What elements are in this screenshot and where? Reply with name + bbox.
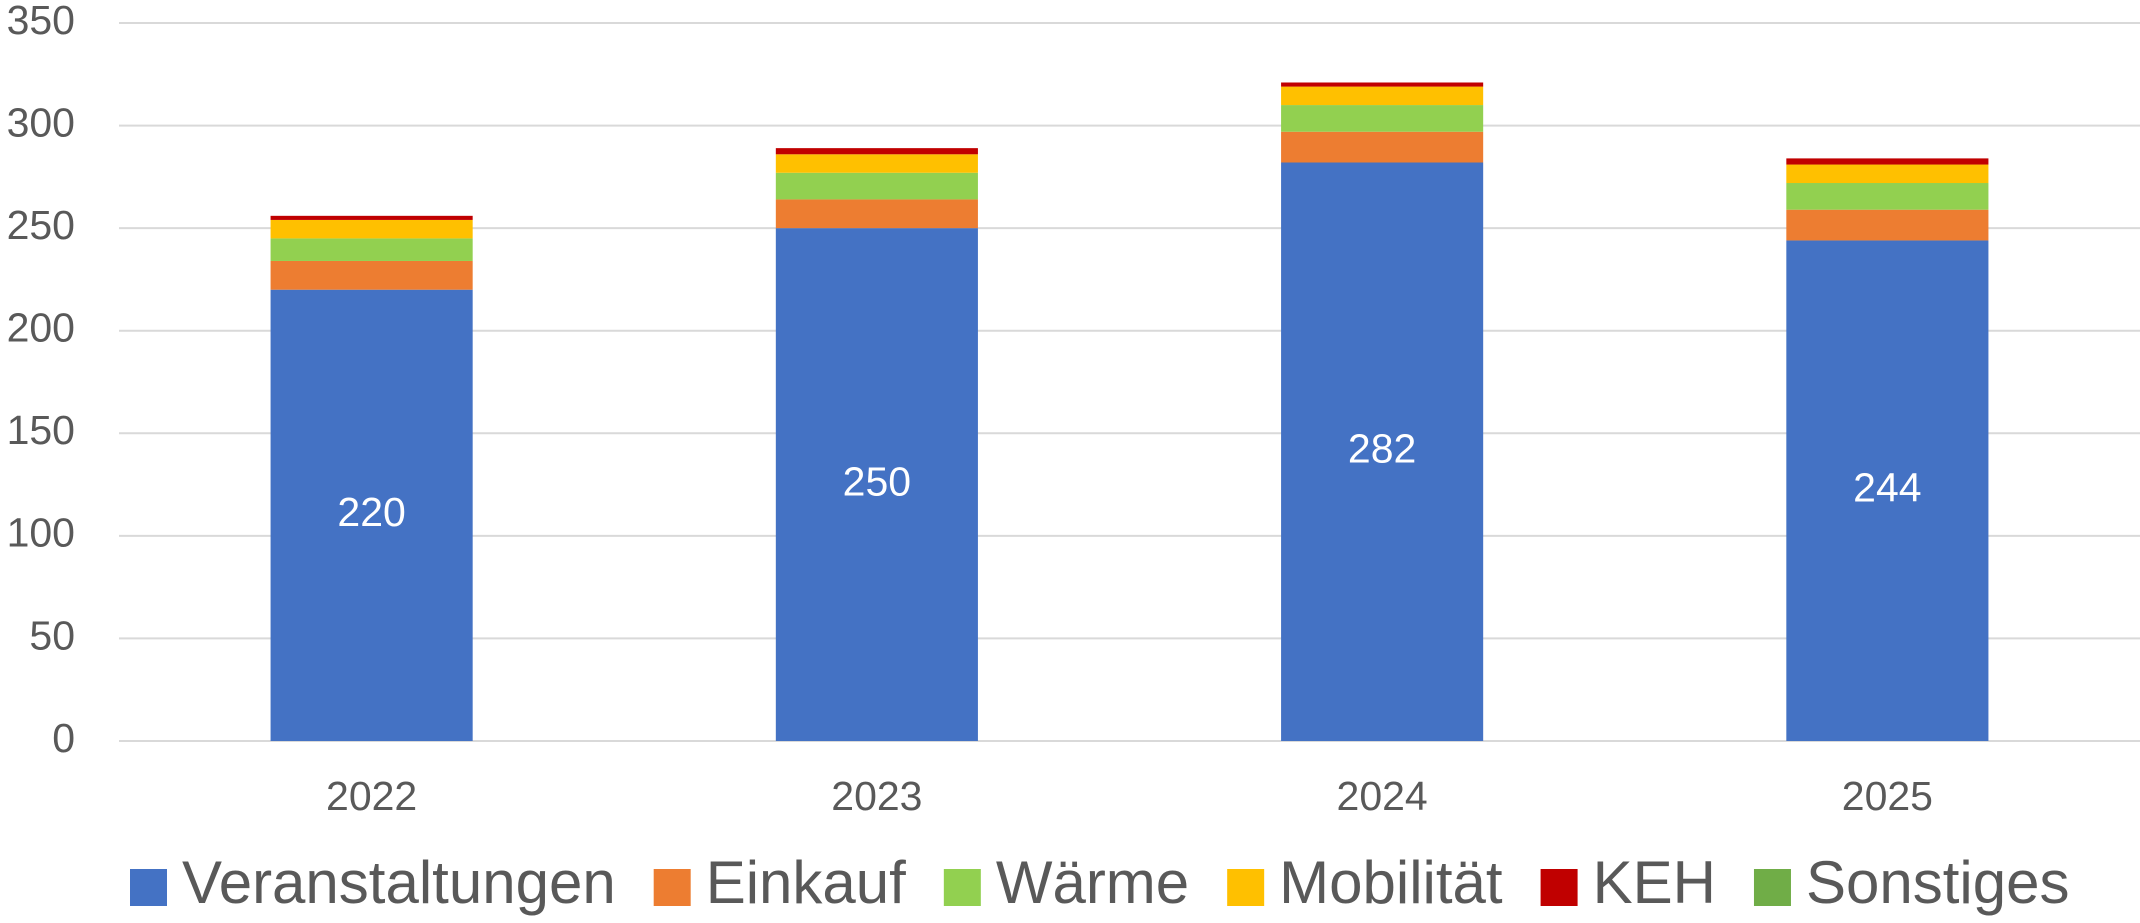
data-label: 220 (337, 489, 405, 535)
legend-swatch (653, 869, 691, 906)
bar-segment (1786, 164, 1989, 184)
bar-segment (270, 260, 473, 290)
legend-swatch (1540, 869, 1578, 906)
legend-label: Einkauf (706, 849, 906, 916)
bar-segment (270, 219, 473, 239)
y-tick-label: 0 (52, 715, 75, 761)
bar-segment (1281, 131, 1484, 163)
x-tick-label: 2024 (1337, 773, 1428, 819)
legend-label: Veranstaltungen (182, 849, 616, 916)
y-tick-label: 250 (7, 202, 75, 248)
bar-segment (775, 154, 978, 173)
bar-segment (270, 289, 473, 741)
bar-segment (775, 148, 978, 155)
bar-segment (775, 172, 978, 200)
legend-swatch (1227, 869, 1265, 906)
x-tick-label: 2025 (1842, 773, 1933, 819)
bar-segment (270, 238, 473, 261)
legend-label: Sonstiges (1806, 849, 2070, 916)
data-label: 250 (843, 458, 911, 504)
legend-label: Mobilität (1279, 849, 1503, 916)
y-tick-label: 350 (7, 0, 75, 43)
y-tick-label: 100 (7, 510, 75, 556)
y-tick-label: 150 (7, 407, 75, 453)
x-tick-label: 2022 (326, 773, 417, 819)
bar-segment (1281, 86, 1484, 106)
y-tick-label: 50 (29, 612, 75, 658)
data-label: 282 (1348, 426, 1416, 472)
bar-segment (1786, 209, 1989, 241)
legend-label: Wärme (996, 849, 1189, 916)
data-label: 244 (1853, 465, 1921, 511)
bar-segment (1281, 82, 1484, 87)
x-tick-label: 2023 (831, 773, 922, 819)
legend-swatch (130, 869, 167, 906)
bar-segment (1786, 158, 1989, 165)
bar-segment (775, 199, 978, 229)
y-tick-label: 200 (7, 305, 75, 351)
bar-segment (775, 228, 978, 742)
bar-segment (1281, 162, 1484, 742)
legend-label: KEH (1593, 849, 1716, 916)
bar-segment (270, 215, 473, 220)
legend-swatch (943, 869, 981, 906)
bar-segment (1786, 183, 1989, 210)
legend-swatch (1753, 869, 1791, 906)
bar-segment (1786, 240, 1989, 742)
y-tick-label: 300 (7, 99, 75, 145)
bar-segment (1281, 105, 1484, 132)
